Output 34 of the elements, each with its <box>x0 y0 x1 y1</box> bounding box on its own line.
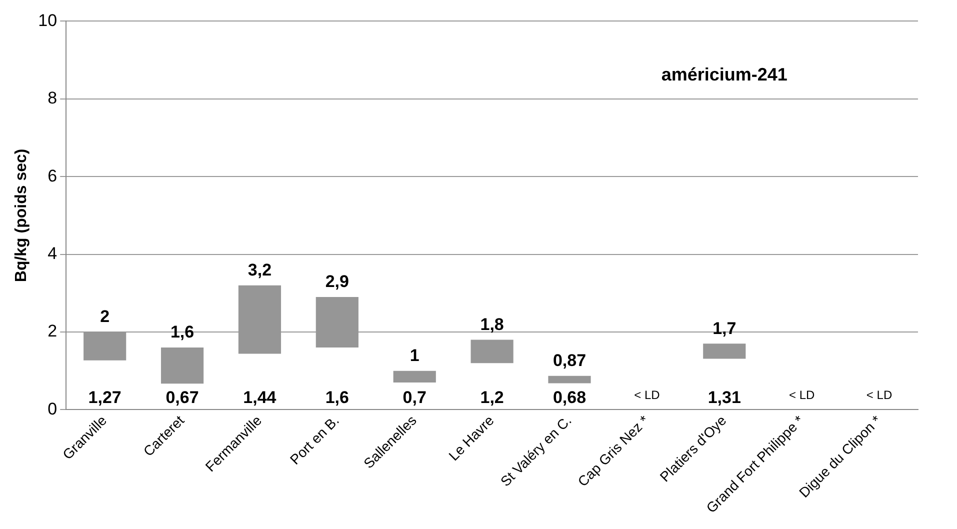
annotation: < LD <box>866 388 892 402</box>
annotation: 1,6 <box>170 322 194 342</box>
annotation: 3,2 <box>248 260 272 280</box>
y-tick-label: 10 <box>38 10 58 30</box>
bar <box>160 348 204 384</box>
y-tick-label: 6 <box>48 166 58 186</box>
annotation: 1,2 <box>480 388 504 407</box>
annotation: < LD <box>788 388 816 402</box>
annotation: 1,27 <box>88 388 122 407</box>
bar <box>548 376 591 384</box>
annotation: 0,68 <box>552 388 586 407</box>
bar <box>703 344 746 359</box>
y-tick-label: 4 <box>48 244 58 263</box>
annotation: < LD <box>634 388 660 402</box>
y-tick-label: 0 <box>48 399 58 418</box>
y-axis-title: Bq/kg (poids sec) <box>13 148 30 282</box>
x-tick-label: Port en B. <box>286 412 342 468</box>
y-tick-label: 2 <box>48 322 58 341</box>
annotation: 1,44 <box>243 388 277 407</box>
bar <box>393 370 436 382</box>
annotation: 1,31 <box>708 388 741 407</box>
annotation: 2 <box>100 307 110 326</box>
annotation: 1,7 <box>712 318 736 338</box>
x-tick-label: Cap Gris Nez * <box>574 412 652 490</box>
bar <box>470 340 514 364</box>
annotation: 0,87 <box>552 351 586 370</box>
annotation: 1,8 <box>480 314 504 334</box>
annotation: 2,9 <box>325 272 349 292</box>
annotation: 1 <box>410 346 420 366</box>
y-tick-label: 8 <box>48 88 58 108</box>
annotation: 0,7 <box>402 388 426 407</box>
text: américium-241 <box>661 64 788 85</box>
annotation: 1,6 <box>325 388 349 407</box>
annotation: 0,67 <box>166 388 199 407</box>
